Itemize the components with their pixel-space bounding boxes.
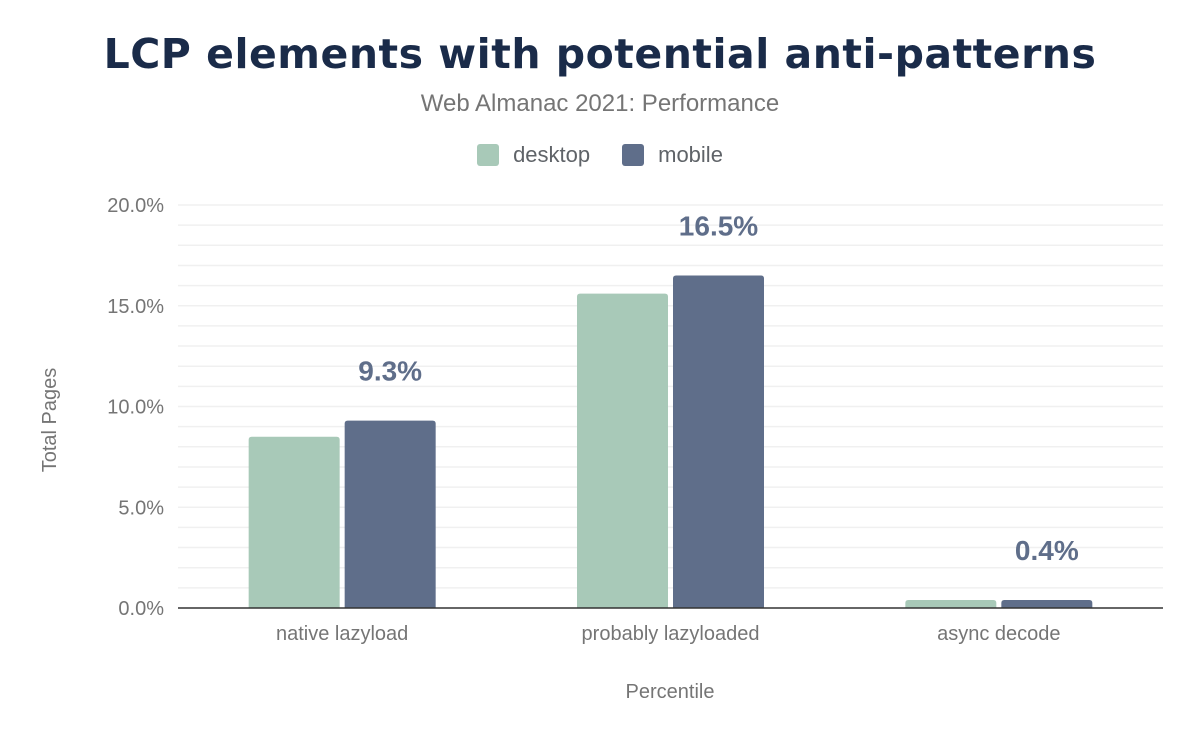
- bar-mobile-1[interactable]: [673, 275, 764, 608]
- data-labels: 9.3% 16.5% 0.4%: [358, 211, 1079, 566]
- chart-subtitle: Web Almanac 2021: Performance: [420, 90, 780, 117]
- x-tick-label: probably lazyloaded: [582, 623, 760, 645]
- y-tick-label: 0.0%: [118, 598, 164, 620]
- bar-mobile-2[interactable]: [1001, 599, 1093, 608]
- legend-item-mobile[interactable]: mobile: [622, 142, 723, 168]
- bar-mobile-0[interactable]: [344, 420, 436, 608]
- y-tick-label: 15.0%: [107, 296, 164, 318]
- legend-label-desktop: desktop: [513, 142, 591, 167]
- bars: [248, 275, 1093, 608]
- bar-desktop-2[interactable]: [905, 599, 997, 608]
- data-label: 0.4%: [1015, 535, 1079, 566]
- y-tick-label: 20.0%: [107, 195, 164, 217]
- legend-swatch-mobile: [622, 144, 645, 166]
- gridlines: [178, 204, 1163, 589]
- x-axis-title: Percentile: [626, 681, 715, 703]
- y-tick-label: 5.0%: [118, 497, 164, 519]
- tick-labels: 0.0% 5.0% 10.0% 15.0% 20.0% native lazyload pr…: [107, 195, 1060, 645]
- data-label: 9.3%: [358, 356, 422, 387]
- y-tick-label: 10.0%: [107, 397, 164, 419]
- chart-title: LCP elements with potential anti-pattern…: [103, 30, 1097, 78]
- y-axis-title: Total Pages: [39, 368, 61, 473]
- legend-item-desktop[interactable]: desktop: [477, 142, 590, 168]
- x-tick-label: async decode: [937, 623, 1060, 645]
- legend-label-mobile: mobile: [658, 142, 723, 167]
- legend: desktop mobile: [0, 142, 1200, 168]
- x-tick-label: native lazyload: [276, 623, 408, 645]
- legend-swatch-desktop: [477, 144, 500, 166]
- bar-desktop-0[interactable]: [248, 436, 340, 608]
- bar-desktop-1[interactable]: [577, 293, 668, 608]
- data-label: 16.5%: [679, 211, 758, 242]
